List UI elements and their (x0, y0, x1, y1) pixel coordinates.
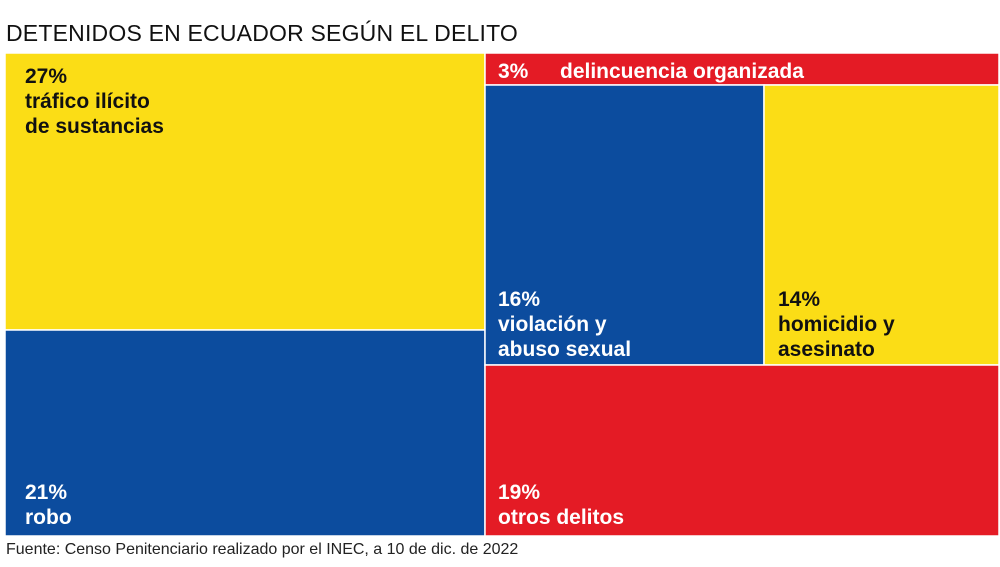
category-label-homicidio-line-2: asesinato (778, 338, 875, 361)
value-label-violacion: 16% (498, 288, 540, 311)
category-label-homicidio-line-1: homicidio y (778, 313, 895, 336)
value-label-robo: 21% (25, 481, 67, 504)
treemap-rect-otros (484, 364, 999, 536)
treemap-rect-violacion (484, 84, 765, 366)
treemap-rect-trafico (5, 53, 486, 331)
value-label-delincuencia: 3% (498, 60, 529, 83)
treemap-cell-delincuencia: 3% delincuencia organizada (484, 53, 999, 86)
category-label-trafico-line-2: de sustancias (25, 115, 164, 138)
category-label-robo: robo (25, 506, 72, 529)
category-label-violacion-line-2: abuso sexual (498, 338, 631, 361)
treemap-rect-robo (5, 329, 486, 536)
category-label-delincuencia: delincuencia organizada (560, 60, 804, 83)
value-label-otros: 19% (498, 481, 540, 504)
category-label-otros: otros delitos (498, 506, 624, 529)
treemap-rect-delincuencia (484, 53, 999, 86)
treemap-rect-homicidio (763, 84, 999, 366)
treemap-cell-otros: 19%otros delitos (484, 364, 999, 536)
category-label-violacion-line-1: violación y (498, 313, 607, 336)
source-note: Fuente: Censo Penitenciario realizado po… (6, 541, 519, 558)
chart-title: DETENIDOS EN ECUADOR SEGÚN EL DELITO (6, 20, 519, 46)
category-label-trafico-line-1: tráfico ilícito (25, 90, 150, 113)
value-label-trafico: 27% (25, 65, 67, 88)
value-label-homicidio: 14% (778, 288, 820, 311)
treemap-cell-robo: 21%robo (5, 329, 486, 536)
